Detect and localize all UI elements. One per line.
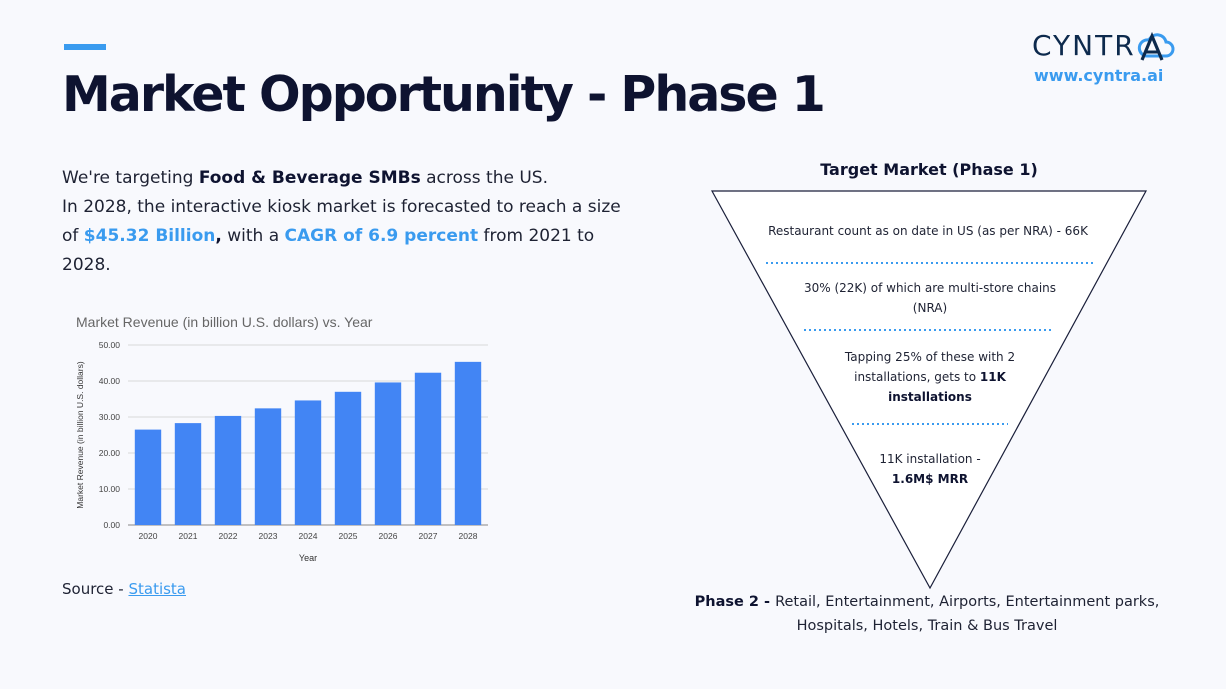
intro-paragraph: We're targeting Food & Beverage SMBs acr…	[62, 164, 622, 280]
website-link[interactable]: www.cyntra.ai	[1034, 66, 1164, 85]
bar	[174, 423, 202, 525]
funnel-level-2: 30% (22K) of which are multi-store chain…	[803, 281, 1057, 315]
x-tick-label: 2020	[139, 531, 158, 541]
logo-wordmark: CYNTR	[1032, 29, 1136, 62]
x-axis-title: Year	[299, 553, 317, 563]
x-tick-label: 2026	[379, 531, 398, 541]
y-tick-label: 0.00	[103, 520, 120, 530]
x-tick-label: 2025	[339, 531, 358, 541]
source-line: Source - Statista	[62, 580, 186, 598]
page-title: Market Opportunity - Phase 1	[62, 66, 826, 123]
market-size-highlight: $45.32 Billion	[83, 226, 216, 246]
intro-text: with a	[221, 226, 285, 246]
intro-text: from 2021 to 2028.	[62, 226, 595, 275]
x-tick-label: 2024	[299, 531, 318, 541]
y-tick-label: 50.00	[99, 340, 121, 350]
x-tick-label: 2028	[459, 531, 478, 541]
bar	[214, 415, 242, 525]
phase-2-description: Phase 2 - Retail, Entertainment, Airport…	[680, 590, 1174, 638]
bar	[374, 382, 402, 525]
intro-target-segment: Food & Beverage SMBs	[198, 168, 421, 188]
y-tick-label: 20.00	[99, 448, 121, 458]
bar	[134, 429, 162, 525]
intro-text: across the US.	[420, 168, 548, 188]
y-tick-label: 30.00	[99, 412, 121, 422]
statista-link[interactable]: Statista	[128, 580, 187, 598]
title-accent-bar	[64, 44, 106, 50]
logo: CYNTR www.cyntra.ai	[1032, 28, 1182, 85]
y-tick-label: 10.00	[99, 484, 121, 494]
funnel-level-4-text: 11K installation -	[879, 452, 981, 466]
funnel-level-3-highlight: 11K installations	[888, 370, 1006, 404]
intro-text: ,	[215, 226, 222, 246]
funnel-level-3-text: Tapping 25% of these with 2 installation…	[844, 350, 1016, 384]
y-axis-title: Market Revenue (in billion U.S. dollars)	[75, 361, 85, 509]
phase-2-text: Retail, Entertainment, Airports, Enterta…	[775, 594, 1160, 634]
funnel-title: Target Market (Phase 1)	[820, 160, 1038, 179]
source-label: Source -	[62, 580, 129, 598]
bar	[294, 400, 322, 525]
intro-text: In 2028, the interactive kiosk market is…	[62, 197, 621, 246]
cloud-icon	[1137, 31, 1175, 61]
x-tick-label: 2022	[219, 531, 238, 541]
chart-title: Market Revenue (in billion U.S. dollars)…	[76, 314, 373, 330]
bar	[454, 361, 482, 525]
y-tick-label: 40.00	[99, 376, 121, 386]
funnel-level-4-highlight: 1.6M$ MRR	[891, 472, 969, 486]
x-tick-label: 2023	[259, 531, 278, 541]
funnel-level-1: Restaurant count as on date in US (as pe…	[768, 224, 1088, 238]
intro-text: We're targeting	[62, 168, 199, 188]
revenue-bar-chart: 0.00 10.00 20.00 30.00 40.00 50.00 2020 2021 202…	[75, 340, 488, 563]
funnel-level-3: Tapping 25% of these with 2 installation…	[830, 347, 1030, 407]
target-market-funnel	[710, 190, 1148, 590]
bar	[334, 391, 362, 525]
bar	[254, 408, 282, 525]
funnel-level-4: 11K installation - 1.6M$ MRR	[855, 449, 1005, 489]
x-tick-label: 2021	[179, 531, 198, 541]
cagr-highlight: CAGR of 6.9 percent	[284, 226, 479, 246]
funnel-shape	[710, 190, 1148, 590]
x-tick-label: 2027	[419, 531, 438, 541]
phase-2-label: Phase 2 -	[694, 594, 776, 610]
bar	[414, 372, 442, 525]
